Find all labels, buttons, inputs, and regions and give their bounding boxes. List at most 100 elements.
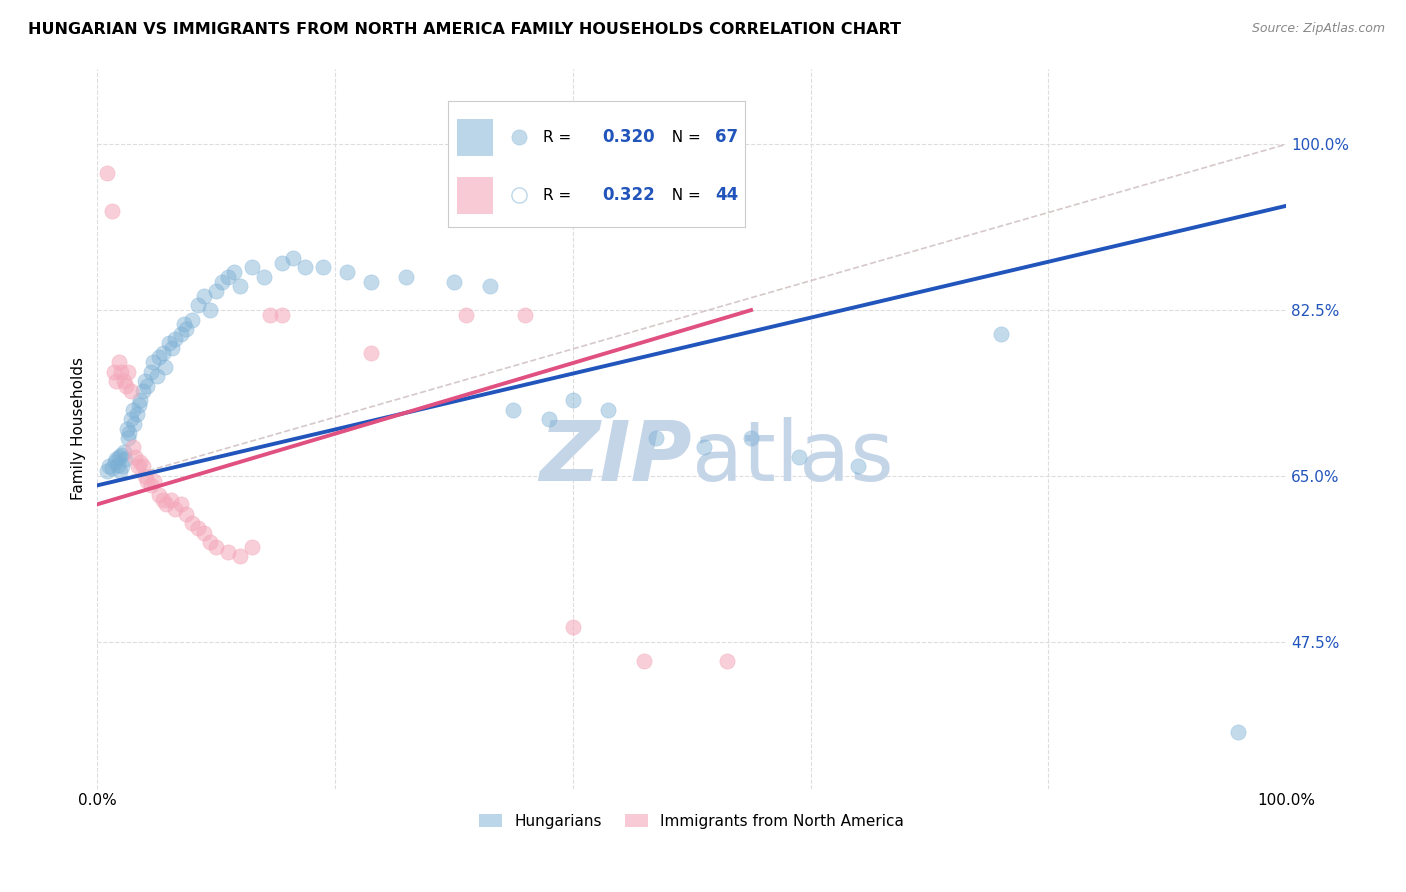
Point [105, 374, 128, 388]
Point [692, 441, 714, 455]
Point [360, 275, 382, 289]
Point [1227, 724, 1250, 739]
Point [129, 393, 152, 408]
Point [169, 326, 191, 341]
Point [122, 417, 145, 431]
Point [110, 448, 132, 462]
Point [112, 374, 135, 388]
Point [187, 298, 209, 312]
Point [134, 469, 156, 483]
Point [270, 308, 292, 322]
Point [270, 256, 292, 270]
Point [472, 137, 495, 152]
Point [336, 265, 359, 279]
Point [146, 369, 169, 384]
Point [96, 166, 118, 180]
Point [787, 450, 810, 464]
Point [128, 398, 150, 412]
Point [120, 384, 142, 398]
Point [193, 289, 215, 303]
Point [139, 478, 162, 492]
Point [173, 318, 195, 332]
Point [633, 654, 655, 668]
Point [478, 137, 501, 152]
Text: atlas: atlas [692, 417, 893, 498]
Point [115, 379, 138, 393]
Point [187, 521, 209, 535]
Point [127, 459, 149, 474]
Point [259, 308, 281, 322]
Point [118, 426, 141, 441]
Point [139, 365, 162, 379]
Point [846, 459, 869, 474]
Point [100, 203, 122, 218]
Point [181, 312, 204, 326]
Point [96, 464, 118, 478]
Point [163, 332, 186, 346]
Point [98, 459, 121, 474]
Point [163, 502, 186, 516]
Point [740, 431, 762, 445]
Point [124, 450, 146, 464]
Point [598, 402, 620, 417]
Point [205, 540, 228, 554]
Point [110, 365, 132, 379]
Point [155, 497, 177, 511]
Point [169, 497, 191, 511]
Point [120, 412, 142, 426]
Point [122, 441, 145, 455]
Point [134, 374, 156, 388]
Point [129, 455, 152, 469]
Point [515, 308, 537, 322]
Point [561, 620, 583, 634]
Y-axis label: Family Households: Family Households [72, 357, 86, 500]
Point [111, 459, 134, 474]
Point [152, 492, 174, 507]
Point [716, 654, 738, 668]
Point [229, 279, 252, 293]
Point [125, 407, 148, 421]
Point [200, 535, 222, 549]
Point [181, 516, 204, 531]
Point [107, 458, 129, 472]
Text: ZIP: ZIP [538, 417, 692, 498]
Point [502, 402, 524, 417]
Point [222, 265, 245, 279]
Point [176, 507, 198, 521]
Point [193, 525, 215, 540]
Point [240, 260, 263, 275]
Point [136, 379, 159, 393]
Point [645, 431, 668, 445]
Point [105, 451, 128, 466]
Point [148, 351, 170, 365]
Point [217, 544, 239, 558]
Point [395, 269, 418, 284]
Point [229, 549, 252, 564]
Point [115, 421, 138, 435]
Point [160, 341, 183, 355]
Point [117, 365, 139, 379]
Point [360, 345, 382, 359]
Point [205, 284, 228, 298]
Point [136, 474, 159, 488]
Point [117, 431, 139, 445]
Point [176, 322, 198, 336]
Point [114, 451, 136, 466]
Point [160, 492, 183, 507]
Point [990, 326, 1012, 341]
Point [131, 384, 153, 398]
Point [153, 359, 176, 374]
Point [103, 365, 125, 379]
Text: HUNGARIAN VS IMMIGRANTS FROM NORTH AMERICA FAMILY HOUSEHOLDS CORRELATION CHART: HUNGARIAN VS IMMIGRANTS FROM NORTH AMERI… [28, 22, 901, 37]
Point [312, 260, 335, 275]
Point [240, 540, 263, 554]
Point [537, 412, 560, 426]
Point [253, 269, 276, 284]
Point [148, 488, 170, 502]
Point [294, 260, 316, 275]
Point [443, 275, 465, 289]
Point [211, 275, 233, 289]
Point [478, 279, 501, 293]
Point [454, 308, 477, 322]
Point [200, 303, 222, 318]
